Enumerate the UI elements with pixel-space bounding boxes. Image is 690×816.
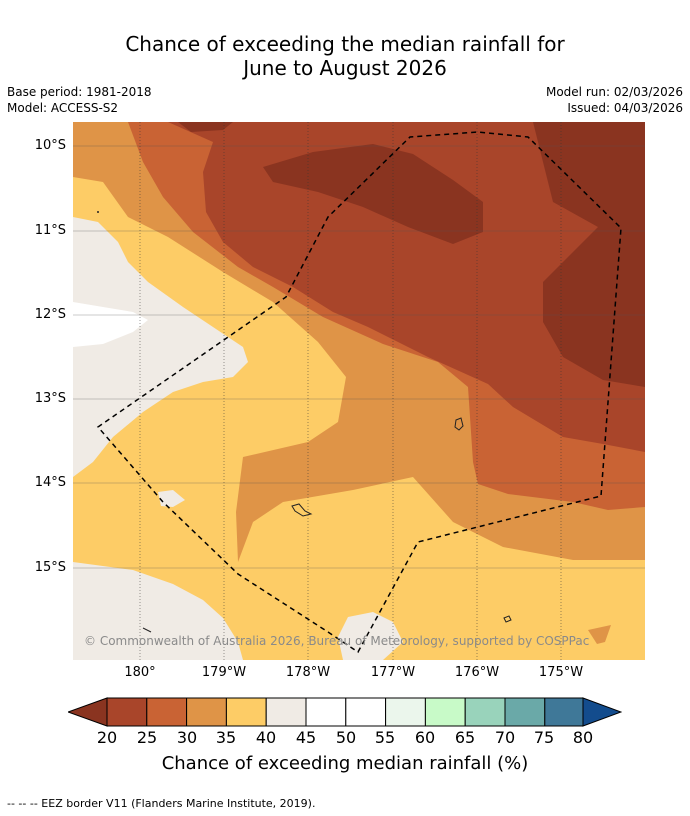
colorbar-tick-55: 55 — [374, 728, 396, 747]
colorbar-tick-40: 40 — [255, 728, 277, 747]
zone-40-45-islet — [158, 490, 185, 507]
colorbar-65-70 — [464, 697, 506, 727]
zone-45-50-west — [73, 302, 148, 347]
colorbar-70-75 — [504, 697, 546, 727]
colorbar-25-30 — [146, 697, 188, 727]
issued-label: Issued: 04/03/2026 — [567, 101, 683, 115]
rainfall-map-svg — [73, 122, 645, 660]
colorbar-svg — [66, 697, 623, 727]
colorbar-40-45 — [265, 697, 307, 727]
lon-label-180: 180° — [124, 665, 156, 680]
colorbar-tick-35: 35 — [215, 728, 237, 747]
colorbar-45-50 — [305, 697, 347, 727]
colorbar — [66, 697, 623, 733]
zone-40-45-west — [73, 217, 248, 477]
colorbar-tick-20: 20 — [96, 728, 118, 747]
lon-label-178w: 178°W — [285, 665, 331, 680]
colorbar-tick-45: 45 — [295, 728, 317, 747]
colorbar-title: Chance of exceeding median rainfall (%) — [161, 753, 529, 774]
lon-label-179w: 179°W — [201, 665, 247, 680]
colorbar-55-60 — [385, 697, 426, 727]
colorbar-tick-70: 70 — [494, 728, 516, 747]
island-east — [454, 417, 464, 431]
colorbar-tick-50: 50 — [335, 728, 357, 747]
island-central — [291, 503, 313, 517]
colorbar-tick-25: 25 — [136, 728, 158, 747]
eez-border — [96, 131, 622, 654]
lat-label-14s: 14°S — [34, 475, 66, 490]
map-title-line-1: Chance of exceeding the median rainfall … — [125, 32, 565, 56]
colorbar-tick-30: 30 — [176, 728, 198, 747]
colorbar-tick-75: 75 — [533, 728, 555, 747]
colorbar-35-40 — [225, 697, 267, 727]
rainfall-map[interactable]: © Commonwealth of Australia 2026, Bureau… — [73, 122, 645, 660]
colorbar-50-55 — [345, 697, 387, 727]
colorbar-30-35 — [186, 697, 227, 727]
lon-label-175w: 175°W — [538, 665, 584, 680]
lat-label-10s: 10°S — [34, 138, 66, 153]
lat-label-13s: 13°S — [34, 391, 66, 406]
zone-20-25 — [168, 122, 645, 452]
zone-below-20-north — [178, 122, 233, 132]
map-credit: © Commonwealth of Australia 2026, Bureau… — [84, 634, 590, 648]
map-title-line-2: June to August 2026 — [243, 56, 447, 80]
lat-gridlines — [73, 145, 645, 569]
islet-northwest — [97, 211, 99, 213]
meta-right: Model run: 02/03/2026 Issued: 04/03/2026 — [546, 84, 683, 116]
model-run-label: Model run: 02/03/2026 — [545, 85, 683, 99]
islet-south — [142, 627, 152, 633]
lat-label-15s: 15°S — [34, 560, 66, 575]
zone-30-35-patch — [588, 625, 611, 644]
colorbar-tick-65: 65 — [454, 728, 476, 747]
zone-40-45-south — [73, 562, 243, 660]
base-period-label: Base period: 1981-2018 — [7, 85, 152, 99]
lat-label-11s: 11°S — [34, 223, 66, 238]
lat-label-12s: 12°S — [34, 307, 66, 322]
zone-40-45-south-center — [338, 612, 403, 660]
island-south-east — [503, 615, 512, 623]
zone-below-20 — [263, 144, 483, 244]
colorbar-below-20 — [66, 697, 108, 727]
colorbar-75-80 — [544, 697, 584, 727]
colorbar-tick-60: 60 — [414, 728, 436, 747]
colorbar-tick-80: 80 — [572, 728, 594, 747]
lon-label-176w: 176°W — [454, 665, 500, 680]
eez-legend: -- -- -- EEZ border V11 (Flanders Marine… — [7, 797, 316, 810]
colorbar-20-25 — [106, 697, 148, 727]
colorbar-60-65 — [424, 697, 466, 727]
meta-left: Base period: 1981-2018 Model: ACCESS-S2 — [7, 84, 152, 116]
lon-label-177w: 177°W — [370, 665, 416, 680]
colorbar-above-80 — [582, 697, 623, 727]
model-label: Model: ACCESS-S2 — [7, 101, 119, 115]
